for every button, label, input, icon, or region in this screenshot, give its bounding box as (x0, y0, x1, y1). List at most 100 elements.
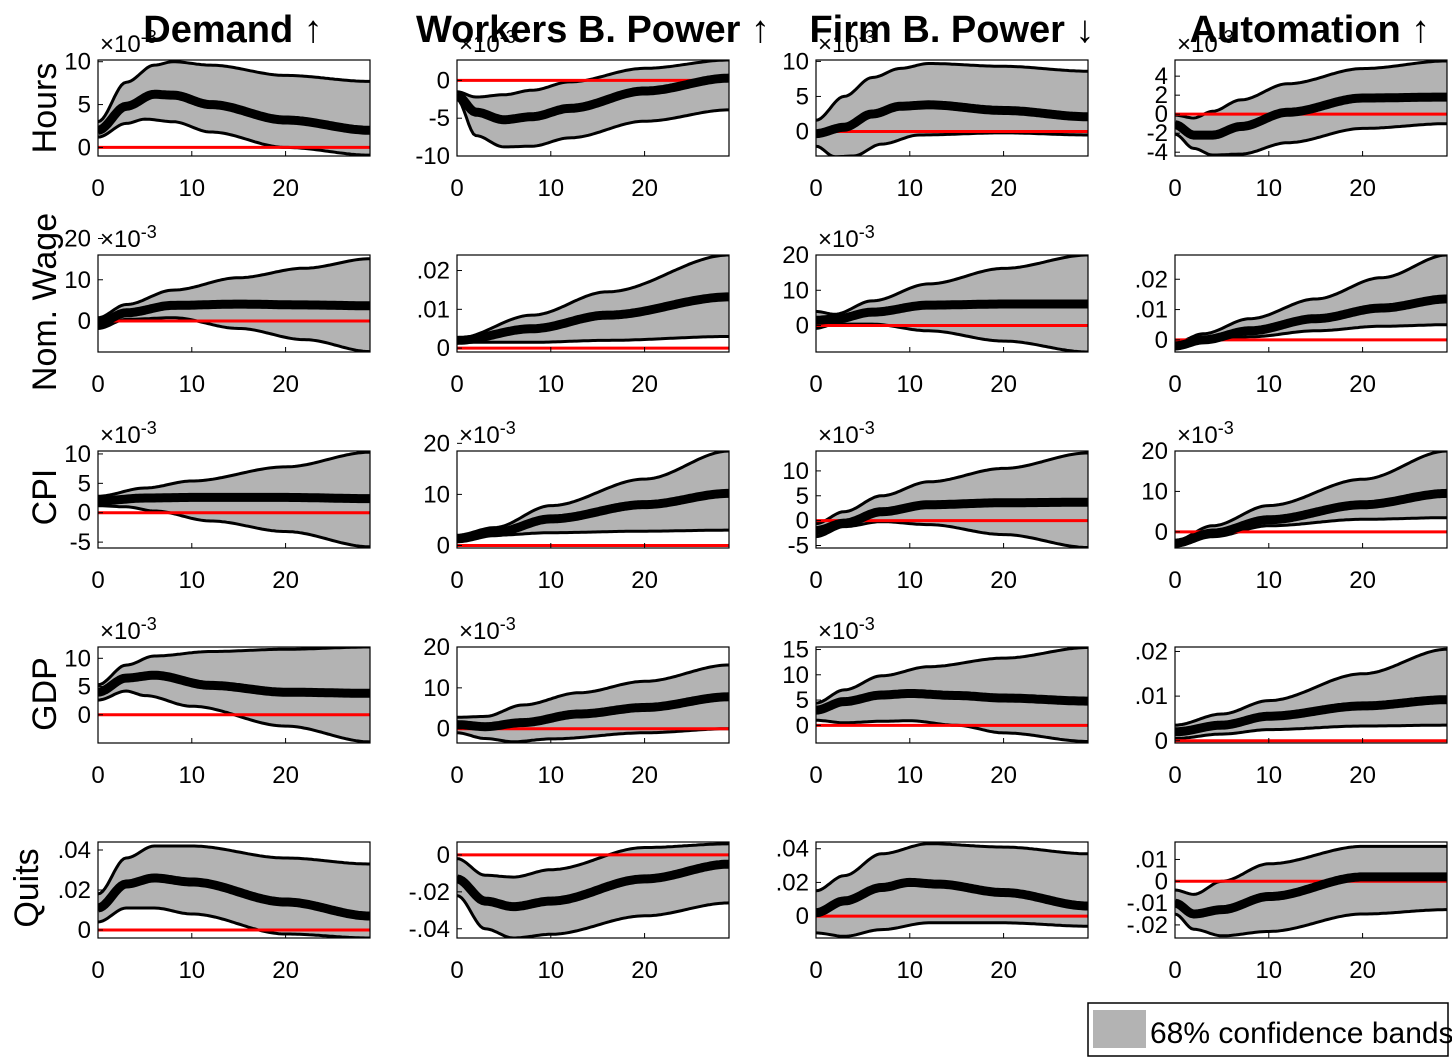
panel-quits-firm-power-median-response (816, 877, 1088, 918)
panel-quits-demand-y-tick-label: .04 (58, 837, 91, 864)
panel-quits-workers-power-lower-bound (457, 894, 729, 938)
panel-gdp-firm-power-x-tick-label: 10 (896, 762, 923, 789)
panel-hours-workers-power-axes-box (456, 59, 730, 157)
column-title-demand: Demand ↑ (143, 9, 322, 51)
panel-gdp-automation-axes-box (1174, 646, 1448, 744)
panel-hours-workers-power-axis-multiplier: ×10-3 (459, 27, 516, 58)
panel-cpi-demand-y-tick-label: 10 (64, 441, 91, 468)
panel-hours-firm-power-y-tick-label: 10 (782, 48, 809, 75)
panel-nom-wage-automation-y-tick-label: .02 (1135, 266, 1168, 293)
panel-gdp-demand-x-tick-label: 10 (178, 762, 205, 789)
panel-cpi-firm-power-y-tick-label: 10 (782, 458, 809, 485)
panel-cpi-firm-power-y-tick-label: -5 (788, 533, 809, 560)
row-label-cpi: CPI (26, 469, 64, 526)
panel-cpi-firm-power-plot-area (816, 451, 1088, 548)
panel-cpi-workers-power-plot-area (457, 451, 729, 547)
panel-quits-workers-power-y-tick-label: 0 (437, 842, 450, 869)
panel-hours-demand-axis-multiplier: ×10-3 (100, 27, 157, 58)
panel-nom-wage-automation-x-tick-label: 0 (1168, 371, 1181, 398)
panel-gdp-workers-power-median-response (457, 692, 729, 732)
panel-gdp-firm-power-plot-area (816, 647, 1088, 743)
panel-cpi-firm-power-lower-bound (816, 520, 1088, 548)
panel-hours-automation-axes-box (1174, 59, 1448, 157)
panel-quits-demand-plot-area (98, 844, 370, 938)
panel-cpi-automation-x-tick-label: 20 (1349, 567, 1376, 594)
panel-quits-workers-power-y-tick-label: -.04 (409, 916, 450, 943)
panel-nom-wage-firm-power-x-tick-label: 0 (809, 371, 822, 398)
legend: 68% confidence bands (1087, 1002, 1452, 1057)
panel-nom-wage-firm-power-x-tick-label: 10 (896, 371, 923, 398)
panel-gdp-demand-x-tick-label: 20 (272, 762, 299, 789)
panel-cpi-automation-upper-bound (1175, 451, 1447, 543)
panel-quits-workers-power-plot-area (457, 842, 729, 938)
panel-gdp-automation-y-tick-label: .02 (1135, 638, 1168, 665)
panel-nom-wage-workers-power-x-tick-label: 0 (450, 371, 463, 398)
panel-cpi-workers-power-y-tick-label: 20 (423, 430, 450, 457)
panel-quits-automation-y-tick-label: 0 (1155, 868, 1168, 895)
panel-gdp-workers-power-x-tick-label: 0 (450, 762, 463, 789)
panel-cpi-demand-upper-bound (98, 451, 370, 498)
panel-hours-firm-power-x-tick-label: 10 (896, 175, 923, 202)
panel-gdp-firm-power-y-tick-label: 10 (782, 662, 809, 689)
panel-quits-firm-power-confidence-band (816, 843, 1088, 937)
panel-gdp-automation-lower-bound (1175, 723, 1447, 740)
panel-cpi-firm-power-median-response (816, 497, 1088, 536)
panel-gdp-demand-confidence-band (98, 647, 370, 742)
row-labels: Hours Nom. Wage CPI GDP Quits (8, 63, 64, 928)
panel-gdp-demand-median-response (98, 670, 370, 698)
panel-cpi-automation-median-response (1175, 488, 1447, 548)
panel-nom-wage-demand-x-tick-label: 20 (272, 371, 299, 398)
panel-gdp-demand-y-tick-label: 0 (78, 702, 91, 729)
panel-cpi-firm-power-y-tick-label: 0 (796, 508, 809, 535)
column-title-workers-power: Workers B. Power ↑ (416, 9, 770, 51)
panel-hours-firm-power-x-tick-label: 0 (809, 175, 822, 202)
panel-hours-demand-y-tick-label: 10 (64, 49, 91, 76)
panel-quits-firm-power-x-tick-label: 10 (896, 957, 923, 984)
panel-hours-automation-axis-multiplier: ×10-3 (1177, 27, 1234, 58)
panel-gdp-firm-power-x-tick-label: 20 (990, 762, 1017, 789)
panel-quits-firm-power-y-tick-label: .02 (776, 869, 809, 896)
panel-gdp-workers-power-plot-area (457, 663, 729, 743)
panel-nom-wage-demand-plot-area (98, 257, 370, 352)
panel-quits-automation-axes-box (1174, 841, 1448, 939)
panel-hours-workers-power-x-tick-label: 20 (631, 175, 658, 202)
legend-swatch (1093, 1010, 1146, 1048)
panel-hours-workers-power-y-tick-label: 0 (437, 67, 450, 94)
panel-hours-automation-plot-area (1175, 60, 1447, 156)
panel-nom-wage-demand: 0 10 20 0 10 20 ×10-3 (64, 222, 371, 398)
panel-nom-wage-workers-power-upper-bound (457, 255, 729, 340)
panel-nom-wage-demand-y-tick-label: 20 (64, 225, 91, 252)
panel-hours-workers-power-x-tick-label: 10 (537, 175, 564, 202)
panel-gdp-automation-upper-bound (1175, 647, 1447, 727)
panel-quits-automation-median-response (1175, 872, 1447, 919)
panel-hours-demand-median-response (98, 89, 370, 135)
panel-nom-wage-automation-axes-box (1174, 254, 1448, 353)
panel-nom-wage-demand-x-tick-label: 10 (178, 371, 205, 398)
panel-gdp-firm-power-y-tick-label: 15 (782, 637, 809, 664)
panel-cpi-workers-power-x-tick-label: 0 (450, 567, 463, 594)
panel-hours-firm-power-axis-multiplier: ×10-3 (818, 27, 875, 58)
panel-nom-wage-demand-upper-bound (98, 257, 370, 320)
panel-gdp-workers-power: 0 10 20 0 10 20 ×10-3 (423, 614, 730, 789)
panel-hours-workers-power-y-tick-label: -5 (429, 105, 450, 132)
panel-cpi-workers-power: 0 10 20 0 10 20 ×10-3 (423, 418, 730, 594)
panel-quits-workers-power: 0 10 20 -.04 -.02 0 (409, 841, 730, 984)
panel-nom-wage-firm-power-y-tick-label: 0 (796, 313, 809, 340)
panel-quits-automation-x-tick-label: 0 (1168, 957, 1181, 984)
panel-quits-automation-x-tick-label: 20 (1349, 957, 1376, 984)
panel-cpi-automation: 0 10 20 0 10 20 ×10-3 (1141, 418, 1448, 594)
panel-nom-wage-firm-power-plot-area (816, 255, 1088, 352)
panel-gdp-automation-plot-area (1175, 647, 1447, 743)
panel-hours-demand: 0 10 20 0 5 10 ×10-3 (64, 27, 371, 202)
panel-gdp-demand-y-tick-label: 10 (64, 645, 91, 672)
panel-cpi-demand-x-tick-label: 0 (91, 567, 104, 594)
panel-quits-firm-power-x-tick-label: 0 (809, 957, 822, 984)
panel-nom-wage-automation-x-tick-label: 20 (1349, 371, 1376, 398)
panel-quits-workers-power-x-tick-label: 10 (537, 957, 564, 984)
panel-gdp-workers-power-axes-box (456, 646, 730, 744)
panel-hours-workers-power-median-response (457, 73, 729, 125)
panel-nom-wage-automation-upper-bound (1175, 255, 1447, 345)
panel-gdp-firm-power-axes-box (815, 646, 1089, 744)
panel-nom-wage-demand-x-tick-label: 0 (91, 371, 104, 398)
